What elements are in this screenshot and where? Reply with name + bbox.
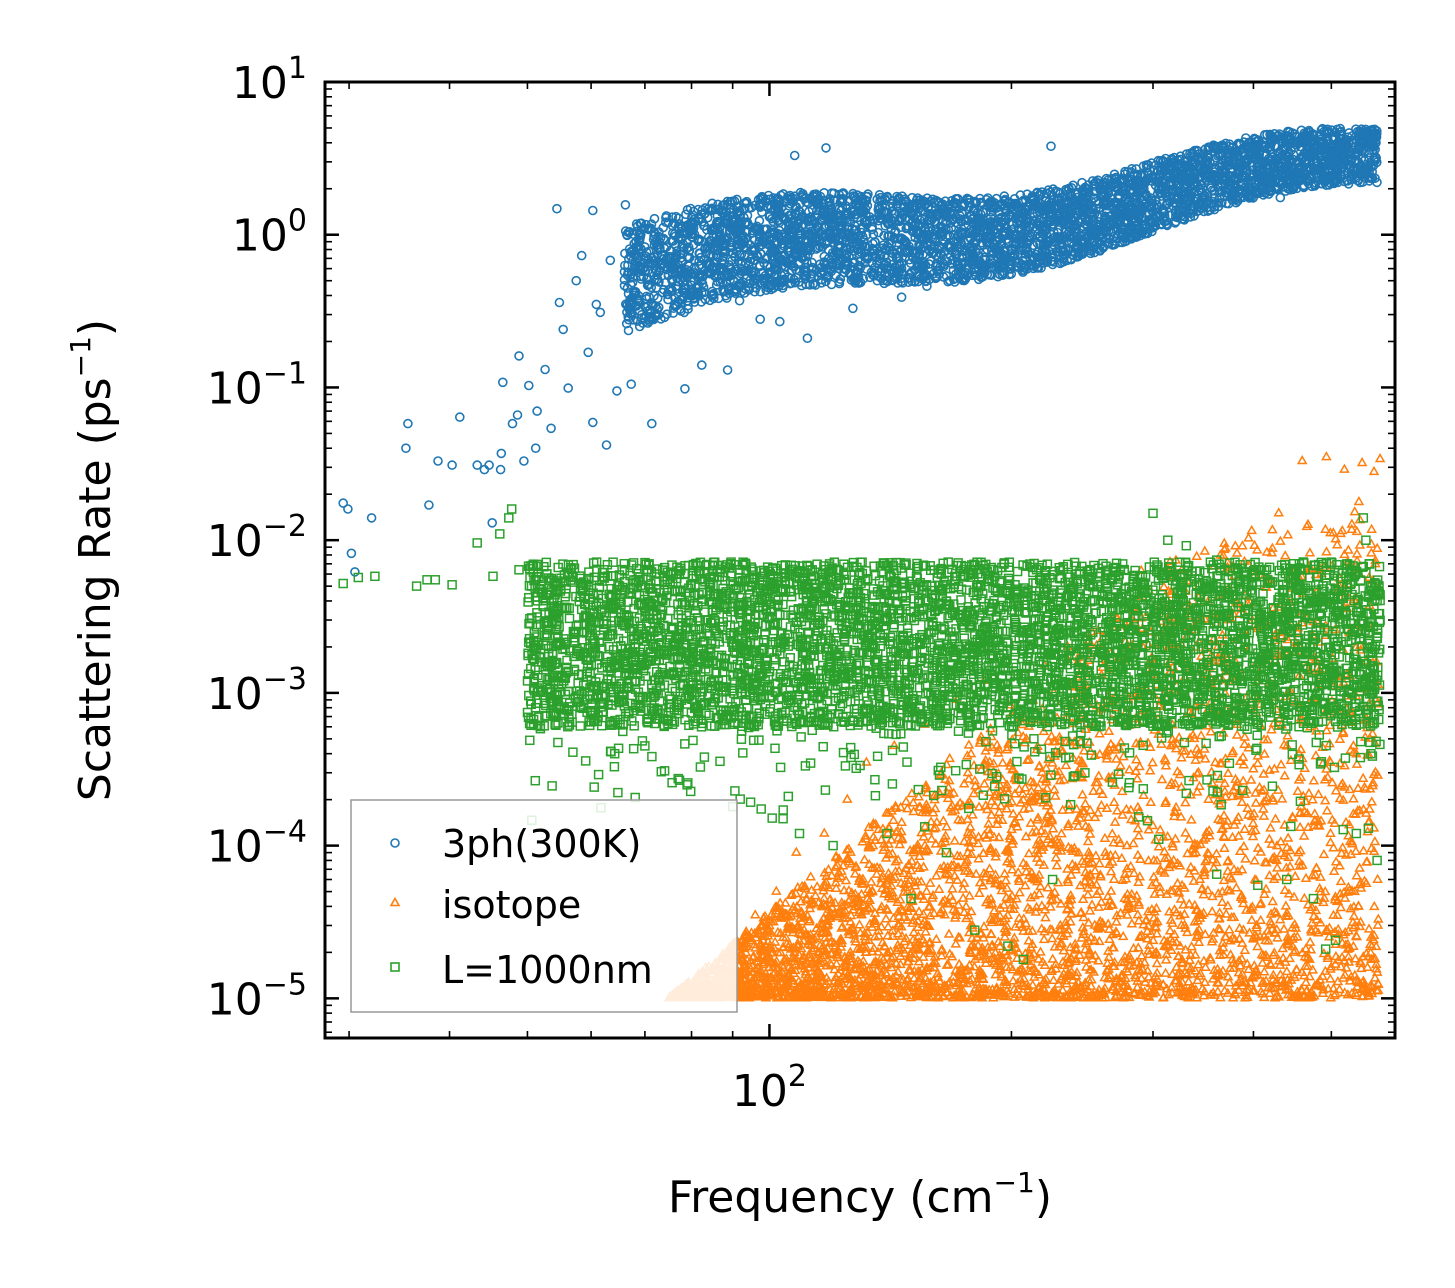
series-0-point-31 bbox=[571, 275, 582, 286]
series-0-point-5 bbox=[403, 418, 413, 429]
series-0-point-22 bbox=[523, 380, 534, 391]
series-0-point-59 bbox=[896, 292, 907, 303]
series-0-point-47 bbox=[680, 383, 690, 394]
series-1-cloud-point bbox=[1096, 799, 1107, 810]
series-1-cloud-point bbox=[997, 757, 1008, 767]
series-1-cloud-point bbox=[1199, 545, 1211, 555]
series-0-point-65 bbox=[1046, 141, 1056, 151]
series-0-point-37 bbox=[595, 307, 606, 318]
series-0-cloud-point bbox=[619, 280, 630, 291]
series-0-point-40 bbox=[612, 386, 622, 396]
series-0-point-30 bbox=[563, 383, 574, 393]
series-0-point-29 bbox=[558, 324, 569, 335]
series-0-point-15 bbox=[496, 448, 507, 459]
series-1-cloud-point bbox=[1270, 813, 1281, 823]
series-1-cloud-point bbox=[1247, 817, 1259, 828]
series-0-point-14 bbox=[487, 517, 498, 528]
series-0-point-52 bbox=[755, 314, 766, 325]
series-1-cloud-point bbox=[1348, 910, 1360, 920]
series-0-point-39 bbox=[605, 255, 616, 266]
series-0-point-12 bbox=[479, 464, 490, 475]
series-0-point-28 bbox=[554, 297, 565, 308]
series-0-point-43 bbox=[626, 379, 637, 390]
series-0-point-23 bbox=[532, 406, 542, 416]
series-1-cloud-point bbox=[1303, 787, 1315, 798]
series-1-cloud-point bbox=[1353, 495, 1365, 506]
series-0-point-16 bbox=[495, 464, 506, 475]
series-0-point-50 bbox=[722, 365, 733, 375]
series-1-cloud-point bbox=[1264, 833, 1275, 843]
series-0-point-10 bbox=[454, 412, 465, 422]
series-0-point-19 bbox=[514, 351, 524, 361]
series-0-point-24 bbox=[530, 443, 541, 454]
series-0-point-25 bbox=[540, 364, 550, 375]
series-0-point-36 bbox=[591, 299, 602, 310]
series-0-point-38 bbox=[601, 440, 612, 450]
series-0-point-7 bbox=[424, 500, 434, 510]
series-1-cloud-point bbox=[1231, 729, 1243, 739]
series-0-point-41 bbox=[620, 200, 631, 210]
series-0-point-57 bbox=[848, 303, 858, 314]
series-0-point-8 bbox=[433, 456, 443, 466]
series-0-point-51 bbox=[734, 295, 745, 306]
series-1-cloud-point bbox=[1266, 838, 1277, 848]
series-0-point-35 bbox=[587, 205, 598, 216]
series-0-point-73 bbox=[1275, 192, 1286, 203]
series-0-point-32 bbox=[576, 250, 587, 261]
series-0-point-45 bbox=[646, 418, 657, 429]
series-0-point-33 bbox=[583, 347, 594, 358]
series-1-cloud-point bbox=[1237, 540, 1248, 550]
series-0-point-9 bbox=[447, 460, 457, 470]
series-0-point-34 bbox=[587, 417, 598, 428]
series-0-point-18 bbox=[507, 418, 518, 429]
series-0-point-1 bbox=[343, 504, 353, 514]
series-1-cloud-point bbox=[1239, 944, 1251, 954]
series-0-point-48 bbox=[696, 360, 707, 370]
series-1-cloud-point bbox=[1245, 774, 1257, 784]
series-0-cloud-point bbox=[757, 207, 767, 217]
series-1-cloud-point bbox=[1214, 773, 1226, 783]
series-0-point-55 bbox=[802, 333, 813, 344]
series-0-point-27 bbox=[552, 203, 562, 214]
series-0-point-53 bbox=[774, 316, 785, 327]
series-0-point-2 bbox=[346, 548, 357, 559]
series-1-cloud-point bbox=[1151, 957, 1163, 968]
series-1-cloud-point bbox=[1023, 847, 1035, 858]
series-0-point-20 bbox=[519, 456, 529, 466]
series-0-point-54 bbox=[789, 150, 800, 161]
series-0-point-21 bbox=[512, 410, 523, 420]
series-1-cloud-point bbox=[1099, 832, 1111, 843]
series-1-cloud-point bbox=[1358, 845, 1369, 855]
series-0-point-6 bbox=[401, 443, 411, 454]
series-0-point-60 bbox=[922, 281, 932, 292]
series-0-point-13 bbox=[484, 460, 494, 470]
series-0-point-56 bbox=[821, 143, 831, 153]
series-1-cloud-point bbox=[1077, 789, 1088, 799]
series-1-cloud-point bbox=[1180, 797, 1191, 807]
series-0-point-4 bbox=[366, 513, 377, 523]
series-1-cloud-point bbox=[949, 835, 960, 845]
series-0 bbox=[338, 123, 1382, 577]
series-0-point-17 bbox=[497, 377, 508, 388]
series-0-point-26 bbox=[546, 423, 556, 434]
